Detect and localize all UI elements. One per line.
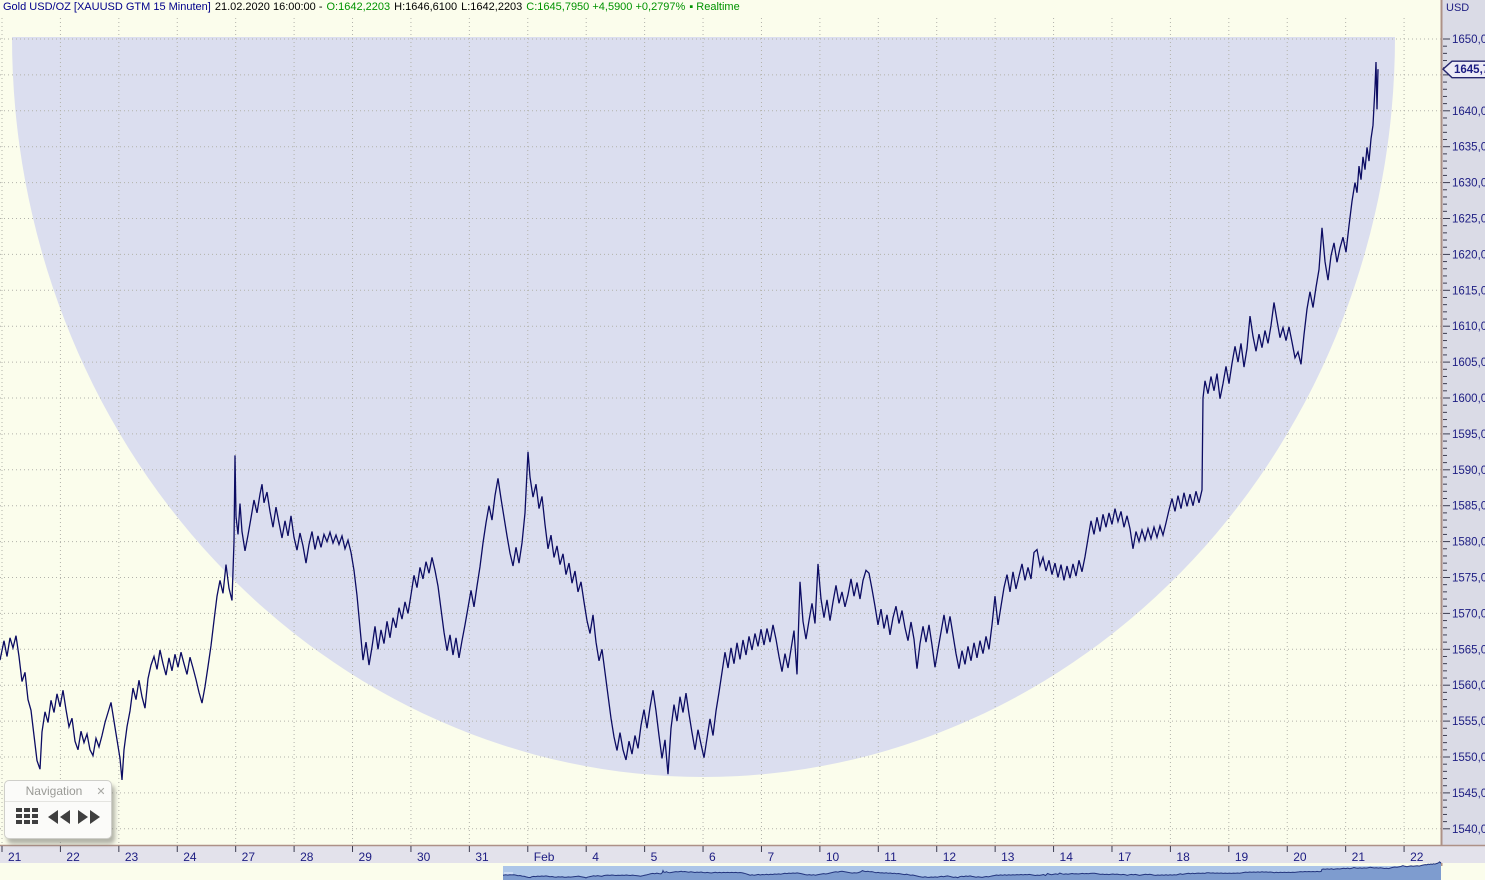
y-axis-label: 1580,00: [1452, 537, 1485, 549]
y-axis-label: 1620,00: [1452, 249, 1485, 261]
y-axis-label: 1565,00: [1452, 644, 1485, 656]
navigation-toolbar: [5, 802, 111, 827]
x-axis-label: 4: [592, 850, 599, 864]
y-axis-unit-label: USD: [1446, 2, 1469, 14]
x-axis-label: 22: [66, 850, 80, 864]
y-axis-label: 1555,00: [1452, 716, 1485, 728]
y-axis-label: 1610,00: [1452, 321, 1485, 333]
y-axis-label: 1590,00: [1452, 465, 1485, 477]
x-axis-label: 21: [1352, 850, 1366, 864]
x-axis-label: 31: [475, 850, 489, 864]
grid-view-button[interactable]: [15, 807, 40, 827]
x-axis-label: 27: [242, 850, 256, 864]
y-axis-label: 1585,00: [1452, 501, 1485, 513]
navigation-panel[interactable]: Navigation ✕: [4, 780, 112, 839]
title-segment-0: Gold USD/OZ [XAUUSD GTM 15 Minuten]: [3, 1, 211, 13]
x-axis-label: 30: [417, 850, 431, 864]
title-segment-1: 21.02.2020 16:00:00 -: [214, 1, 323, 13]
x-axis-label: 20: [1293, 850, 1307, 864]
rewind-icon: [47, 810, 70, 824]
x-axis-label: 18: [1176, 850, 1190, 864]
scrollbar-mini-line: [502, 861, 1442, 879]
x-axis-label: 23: [125, 850, 139, 864]
x-axis-label: 11: [884, 850, 897, 864]
last-price-label: 1645,79: [1454, 64, 1485, 76]
x-axis-label: 29: [359, 850, 373, 864]
x-axis-panel[interactable]: [0, 846, 1485, 863]
x-axis-label: 21: [8, 850, 22, 864]
close-icon[interactable]: ✕: [96, 785, 106, 798]
title-segment-4: L:1642,2203: [461, 1, 523, 13]
x-axis-label: 12: [943, 850, 957, 864]
x-axis-label: 13: [1001, 850, 1015, 864]
title-segment-5: C:1645,7950 +4,5900 +0,2797%: [526, 1, 686, 13]
x-axis-label: 6: [709, 850, 716, 864]
scrollbar-mini-area: [503, 861, 1441, 880]
x-axis-label: 19: [1235, 850, 1249, 864]
y-axis-label: 1605,00: [1452, 357, 1485, 369]
title-segment-6: ▪ Realtime: [689, 1, 740, 13]
x-axis-label: 22: [1410, 850, 1424, 864]
y-axis-label: 1630,00: [1452, 178, 1485, 190]
y-axis-panel[interactable]: [1441, 0, 1485, 845]
y-axis-label: 1595,00: [1452, 429, 1485, 441]
x-axis-label: 24: [183, 850, 197, 864]
price-line-series: [0, 61, 1379, 781]
step-forward-button[interactable]: [77, 809, 101, 825]
x-axis-label: 28: [300, 850, 314, 864]
y-axis-label: 1550,00: [1452, 752, 1485, 764]
y-axis-label: 1560,00: [1452, 680, 1485, 692]
grid-icon: [16, 808, 38, 824]
fast-forward-icon: [78, 810, 100, 824]
x-axis-label: 7: [767, 850, 774, 864]
y-axis-label: 1615,00: [1452, 285, 1485, 297]
x-axis-label: 17: [1118, 850, 1132, 864]
step-back-button[interactable]: [47, 809, 71, 825]
x-axis-label: 10: [826, 850, 840, 864]
last-price-tag: [1441, 60, 1485, 79]
y-axis-label: 1625,00: [1452, 214, 1485, 226]
x-axis-label: 5: [651, 850, 658, 864]
y-axis-label: 1640,00: [1452, 106, 1485, 118]
chart-title: Gold USD/OZ [XAUUSD GTM 15 Minuten] 21.02…: [3, 1, 744, 15]
title-segment-2: O:1642,2203: [326, 1, 391, 13]
y-axis-label: 1545,00: [1452, 788, 1485, 800]
y-axis-label: 1540,00: [1452, 824, 1485, 836]
navigation-title: Navigation: [25, 784, 83, 798]
y-axis-label: 1600,00: [1452, 393, 1485, 405]
y-axis-label: 1650,00: [1452, 34, 1485, 46]
navigation-header: Navigation ✕: [5, 781, 111, 802]
x-axis-label: Feb: [534, 850, 555, 864]
y-axis-label: 1570,00: [1452, 608, 1485, 620]
y-axis-label: 1635,00: [1452, 142, 1485, 154]
y-axis-label: 1575,00: [1452, 573, 1485, 585]
title-segment-3: H:1646,6100: [394, 1, 458, 13]
x-axis-label: 14: [1060, 850, 1074, 864]
